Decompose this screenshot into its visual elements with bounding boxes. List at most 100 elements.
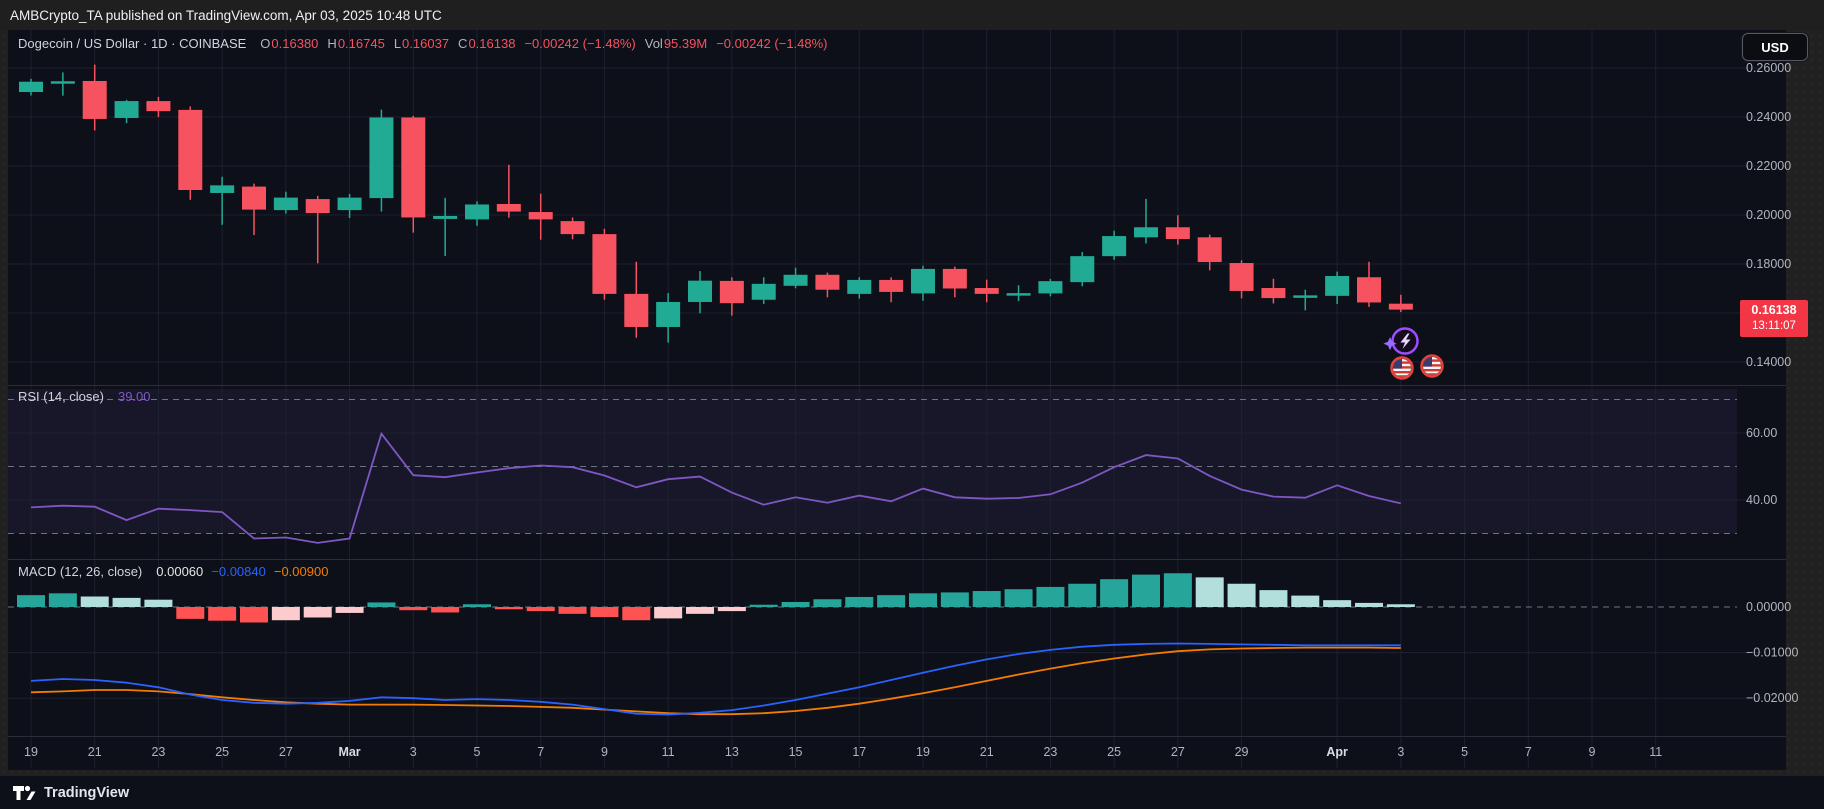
macd-title[interactable]: MACD (12, 26, close) xyxy=(18,564,143,579)
event-markers xyxy=(1383,327,1444,380)
rsi-line xyxy=(30,431,1402,544)
ohlc-item: Vol 95.39M xyxy=(644,36,708,51)
time-axis-label: 7 xyxy=(1525,745,1532,759)
candle xyxy=(1293,295,1318,298)
macd-histogram-bar xyxy=(1036,586,1065,607)
price-axis[interactable]: 0.26000 0.24000 0.22000 0.20000 0.18000 0.140… xyxy=(1746,61,1799,705)
macd-histogram-bar xyxy=(112,597,141,607)
macd-histogram-bar xyxy=(80,596,109,607)
ohlc-item: C 0.16138 xyxy=(458,36,516,51)
symbol-title[interactable]: Dogecoin / US Dollar · 1D · COINBASE xyxy=(18,36,247,51)
macd-histogram-bar xyxy=(526,607,555,612)
candle xyxy=(719,280,744,304)
candle xyxy=(1388,303,1413,310)
time-axis-label: Mar xyxy=(338,745,360,759)
macd-axis-label: 0.00000 xyxy=(1746,600,1791,614)
macd-histogram-bar xyxy=(558,607,587,614)
candle xyxy=(210,185,235,193)
bar-countdown: 13:11:07 xyxy=(1752,319,1796,332)
time-axis-label: Apr xyxy=(1326,745,1348,759)
ohlc-item: −0.00242 (−1.48%) xyxy=(524,36,636,51)
macd-line xyxy=(30,642,1401,716)
bottom-bar: TradingView xyxy=(0,776,1824,809)
us-flag-icon[interactable] xyxy=(1390,356,1414,380)
macd-hist-value: 0.00060 xyxy=(156,564,204,579)
candle xyxy=(624,293,649,327)
chart-surface[interactable] xyxy=(8,30,1786,770)
time-axis-label: 3 xyxy=(1397,745,1404,759)
time-axis[interactable]: 19 21 23 25 27 Mar 3 5 7 9 11 13 15 17 19 21 23 25 27 29 Apr… xyxy=(24,745,1662,759)
time-axis-label: 5 xyxy=(474,745,481,759)
candle xyxy=(178,109,203,191)
last-price-badge: 0.16138 13:11:07 xyxy=(1740,299,1808,337)
macd-histogram-bar xyxy=(462,604,491,607)
lightning-icon[interactable] xyxy=(1383,327,1419,355)
currency-label: USD xyxy=(1761,39,1789,55)
price-axis-label: 0.20000 xyxy=(1746,208,1791,222)
rsi-value: 39.00 xyxy=(117,389,151,404)
macd-histogram-bar xyxy=(1323,600,1352,607)
candle xyxy=(942,268,967,289)
price-axis-label: 0.14000 xyxy=(1746,355,1791,369)
time-axis-label: 23 xyxy=(151,745,165,759)
candle xyxy=(1229,263,1254,291)
macd-histogram-bar xyxy=(845,596,874,607)
macd-histogram xyxy=(17,573,1415,623)
time-axis-label: 9 xyxy=(601,745,608,759)
macd-histogram-bar xyxy=(144,599,173,607)
macd-signal-line xyxy=(30,646,1401,716)
time-axis-label: 29 xyxy=(1235,745,1249,759)
candle xyxy=(337,197,362,211)
tradingview-logo-icon[interactable] xyxy=(12,784,36,802)
macd-histogram-bar xyxy=(622,607,651,621)
rsi-axis-label: 40.00 xyxy=(1746,493,1777,507)
macd-histogram-bar xyxy=(399,607,428,611)
candle xyxy=(401,117,426,218)
macd-histogram-bar xyxy=(48,593,77,607)
macd-histogram-bar xyxy=(367,602,396,607)
rsi-legend: RSI (14, close) 39.00 xyxy=(18,389,151,404)
time-axis-label: 11 xyxy=(1649,745,1662,759)
last-price: 0.16138 xyxy=(1751,303,1797,318)
time-axis-label: 15 xyxy=(789,745,803,759)
currency-toggle-button[interactable]: USD xyxy=(1742,33,1808,61)
candle xyxy=(1325,276,1350,296)
time-axis-label: 25 xyxy=(1107,745,1121,759)
macd-signal-value: −0.00900 xyxy=(273,564,329,579)
candle xyxy=(1102,236,1127,257)
time-axis-label: 27 xyxy=(279,745,293,759)
macd-histogram-bar xyxy=(590,607,619,618)
candle xyxy=(496,203,521,212)
tradingview-wordmark[interactable]: TradingView xyxy=(44,784,130,801)
macd-histogram-bar xyxy=(877,595,906,607)
macd-histogram-bar xyxy=(431,607,460,613)
macd-histogram-bar xyxy=(654,607,683,619)
macd-histogram-bar xyxy=(176,607,205,619)
ohlc-item: O 0.16380 xyxy=(260,36,319,51)
us-flag-icon[interactable] xyxy=(1420,354,1444,378)
macd-line-value: −0.00840 xyxy=(211,564,266,579)
candle xyxy=(114,101,139,118)
candle xyxy=(1197,237,1222,263)
macd-histogram-bar xyxy=(940,592,969,607)
rsi-band-fill xyxy=(8,389,1737,534)
candle xyxy=(974,288,999,294)
candle xyxy=(1165,227,1190,240)
pane-separators[interactable] xyxy=(8,385,1786,737)
time-axis-label: 13 xyxy=(725,745,739,759)
symbol-legend: Dogecoin / US Dollar · 1D · COINBASE O 0.… xyxy=(18,36,828,51)
time-axis-label: 5 xyxy=(1461,745,1468,759)
time-axis-label: 17 xyxy=(852,745,866,759)
ohlc-item: H 0.16745 xyxy=(327,36,385,51)
time-axis-label: 27 xyxy=(1171,745,1185,759)
candle xyxy=(528,212,553,220)
time-axis-label: 25 xyxy=(215,745,229,759)
macd-histogram-bar xyxy=(494,607,523,610)
time-axis-label: 19 xyxy=(916,745,930,759)
candle xyxy=(241,186,266,210)
macd-histogram-bar xyxy=(271,607,300,621)
candle xyxy=(560,221,585,235)
candle xyxy=(1133,227,1158,238)
rsi-title[interactable]: RSI (14, close) xyxy=(18,389,104,404)
